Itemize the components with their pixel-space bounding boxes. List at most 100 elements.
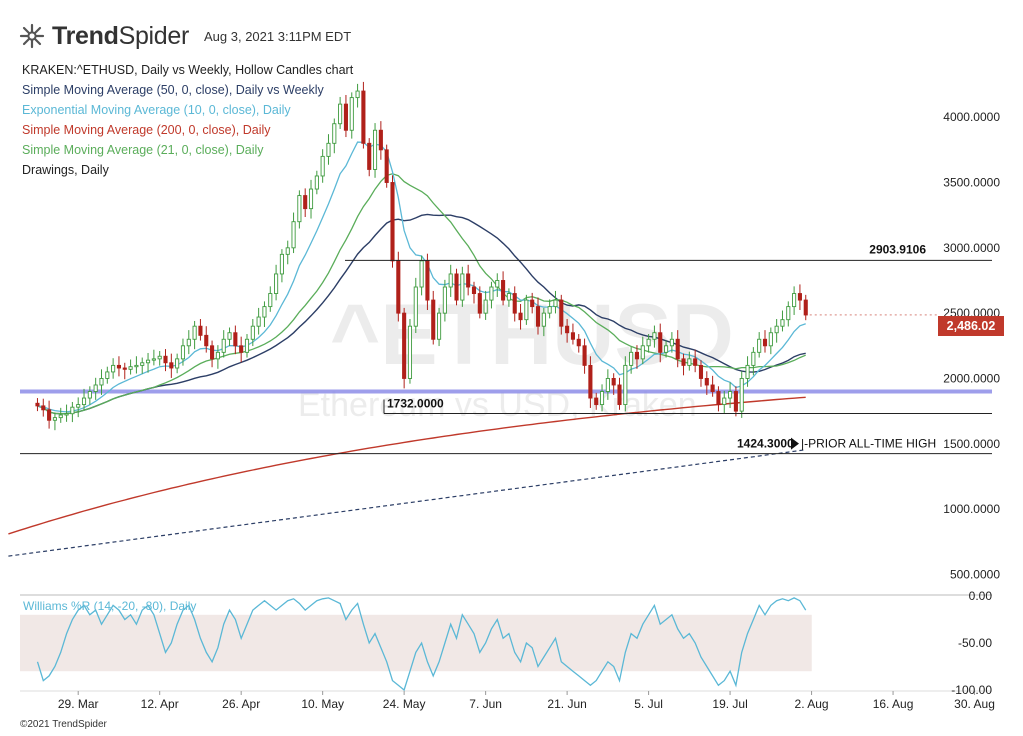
- candle-body: [175, 358, 180, 369]
- candle-body: [186, 338, 191, 347]
- candle-body: [297, 195, 302, 223]
- trendspider-logo-icon: [19, 23, 45, 49]
- candle-body: [52, 417, 57, 421]
- sma200-line: [8, 396, 806, 535]
- candle-body: [471, 286, 477, 294]
- x-tick-label: 10. May: [301, 697, 344, 711]
- y-tick-label: 1000.0000: [943, 502, 1000, 516]
- candle-body: [530, 299, 535, 308]
- candle-body: [419, 260, 424, 288]
- candle-body: [349, 97, 354, 131]
- candle-body: [745, 364, 750, 379]
- candle-body: [512, 293, 517, 314]
- candle-body: [739, 378, 744, 412]
- candle-body: [466, 273, 471, 288]
- candle-body: [547, 306, 552, 314]
- candle-body: [93, 384, 98, 392]
- candle-body: [483, 299, 488, 314]
- candle-body: [221, 338, 226, 353]
- candle-body: [326, 142, 331, 157]
- candle-body: [518, 312, 523, 321]
- candle-body: [757, 338, 762, 353]
- candle-body: [733, 391, 738, 412]
- legend-sma21[interactable]: Simple Moving Average (21, 0, close), Da…: [22, 143, 264, 157]
- candle-body: [291, 221, 296, 249]
- legend-sma200[interactable]: Simple Moving Average (200, 0, close), D…: [22, 123, 271, 137]
- candle-body: [210, 345, 215, 360]
- candle-body: [786, 306, 791, 321]
- last-price-badge: 2,486.02: [938, 316, 1004, 336]
- williams-r-band: [20, 614, 812, 672]
- candle-body: [425, 260, 430, 301]
- candle-body: [192, 325, 197, 340]
- candle-body: [384, 149, 389, 183]
- candle-body: [128, 366, 133, 370]
- y-tick-label: 500.0000: [950, 567, 1000, 581]
- candle-body: [489, 286, 494, 301]
- candle-body: [454, 273, 459, 301]
- candle-body: [792, 293, 797, 308]
- candle-body: [617, 384, 622, 406]
- williams-r-tick-label: -100.00: [951, 683, 992, 697]
- candle-body: [576, 338, 581, 347]
- candle-body: [99, 378, 104, 386]
- candle-body: [803, 299, 808, 316]
- candle-body: [570, 332, 575, 340]
- x-tick-label: 29. Mar: [58, 697, 99, 711]
- candle-body: [524, 299, 529, 321]
- candle-body: [332, 123, 337, 144]
- chart-legend: KRAKEN:^ETHUSD, Daily vs Weekly, Hollow …: [22, 60, 353, 180]
- x-tick-label: 26. Apr: [222, 697, 260, 711]
- candle-body: [460, 273, 465, 301]
- legend-sma50[interactable]: Simple Moving Average (50, 0, close), Da…: [22, 83, 324, 97]
- resistance-level-label: 2903.9106: [869, 242, 926, 256]
- candle-body: [111, 364, 116, 373]
- candle-body: [774, 325, 779, 334]
- trendspider-logo: TrendSpider: [18, 20, 189, 52]
- y-tick-label: 3000.0000: [943, 241, 1000, 255]
- candle-body: [431, 299, 436, 340]
- legend-drawings[interactable]: Drawings, Daily: [22, 163, 109, 177]
- candle-body: [629, 351, 634, 366]
- candle-body: [693, 358, 698, 366]
- candle-body: [250, 325, 255, 340]
- candle-body: [407, 325, 413, 379]
- candle-body: [215, 351, 220, 360]
- y-tick-label: 2000.0000: [943, 371, 1000, 385]
- williams-r-label: Williams %R (14, -20, -80), Daily: [23, 599, 196, 613]
- candle-body: [716, 391, 721, 406]
- candle-body: [180, 345, 186, 360]
- candle-body: [640, 345, 645, 360]
- candle-body: [390, 182, 395, 262]
- candle-body: [687, 358, 692, 366]
- candle-body: [262, 306, 267, 318]
- candle-body: [611, 378, 616, 386]
- candle-body: [634, 351, 640, 360]
- x-tick-label: 16. Aug: [873, 697, 914, 711]
- candle-body: [437, 312, 442, 340]
- candle-body: [140, 362, 145, 366]
- candle-body: [163, 355, 168, 364]
- candle-body: [797, 293, 802, 301]
- candle-body: [233, 332, 238, 347]
- candle-body: [565, 325, 570, 334]
- candle-body: [623, 364, 628, 406]
- candle-body: [361, 90, 366, 144]
- candle-body: [501, 280, 506, 301]
- x-tick-label: 5. Jul: [634, 697, 663, 711]
- candle-body: [652, 332, 657, 340]
- candle-body: [442, 286, 447, 314]
- candle-body: [58, 414, 63, 419]
- candle-body: [256, 316, 261, 327]
- timestamp: Aug 3, 2021 3:11PM EDT: [204, 29, 352, 44]
- williams-r-tick-label: 0.00: [969, 589, 993, 603]
- candle-body: [70, 406, 75, 415]
- candle-body: [768, 332, 773, 347]
- candle-body: [227, 332, 232, 340]
- brand-light: Spider: [118, 21, 190, 50]
- legend-ema10[interactable]: Exponential Moving Average (10, 0, close…: [22, 103, 291, 117]
- candle-body: [81, 397, 87, 406]
- x-tick-label: 19. Jul: [712, 697, 747, 711]
- candle-body: [308, 188, 314, 210]
